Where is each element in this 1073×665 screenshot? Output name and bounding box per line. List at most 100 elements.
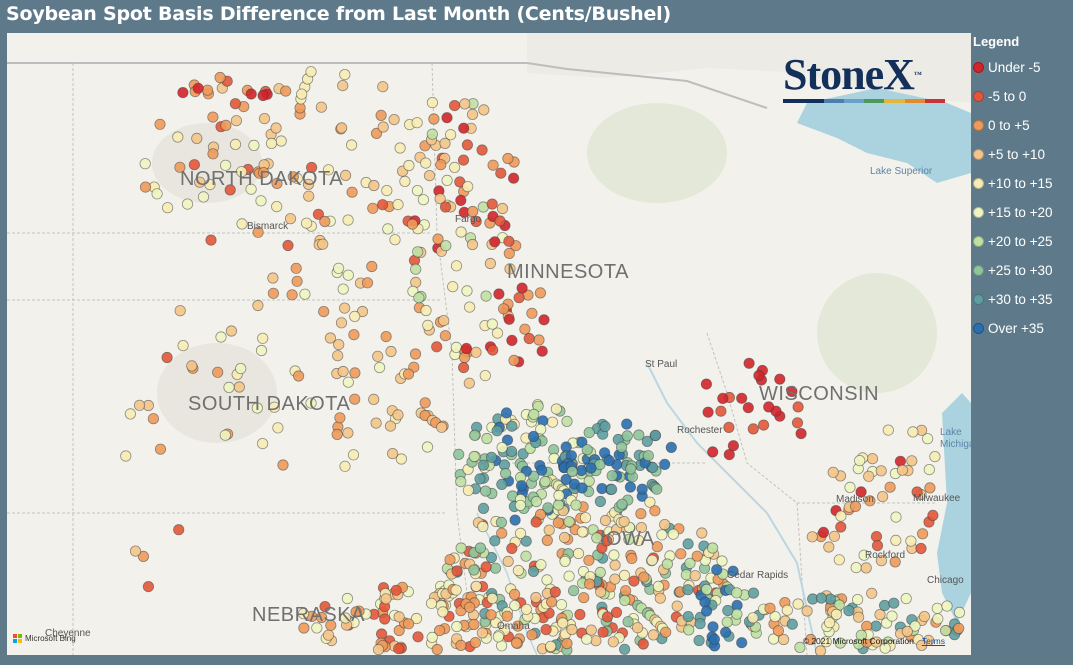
basis-point[interactable] (384, 420, 397, 432)
basis-point[interactable] (706, 542, 719, 554)
basis-point[interactable] (628, 575, 640, 587)
basis-point[interactable] (453, 448, 465, 460)
basis-point[interactable] (479, 369, 491, 382)
basis-point[interactable] (533, 334, 545, 346)
basis-point[interactable] (212, 366, 224, 378)
basis-point[interactable] (245, 183, 257, 195)
basis-point[interactable] (389, 234, 401, 246)
basis-point[interactable] (495, 167, 507, 179)
basis-point[interactable] (609, 559, 621, 571)
basis-point[interactable] (324, 332, 336, 344)
basis-point[interactable] (558, 531, 571, 544)
basis-point[interactable] (347, 449, 360, 461)
basis-point[interactable] (251, 402, 263, 414)
basis-point[interactable] (151, 188, 163, 200)
basis-point[interactable] (659, 458, 671, 470)
basis-point[interactable] (300, 217, 313, 229)
basis-point[interactable] (508, 588, 521, 601)
basis-point[interactable] (716, 555, 728, 567)
basis-point[interactable] (534, 287, 547, 299)
basis-point[interactable] (480, 290, 492, 302)
basis-point[interactable] (585, 624, 597, 636)
basis-point[interactable] (932, 613, 944, 625)
basis-point[interactable] (426, 97, 438, 109)
basis-point[interactable] (469, 636, 481, 649)
basis-point[interactable] (576, 482, 588, 494)
basis-point[interactable] (486, 592, 498, 605)
basis-point[interactable] (742, 402, 754, 414)
basis-point[interactable] (555, 598, 568, 611)
basis-point[interactable] (563, 516, 575, 528)
basis-point[interactable] (197, 191, 210, 203)
basis-point[interactable] (806, 531, 818, 543)
basis-point[interactable] (432, 233, 444, 245)
basis-point[interactable] (512, 620, 524, 632)
basis-point[interactable] (791, 417, 804, 429)
basis-point[interactable] (305, 397, 317, 409)
basis-point[interactable] (466, 108, 479, 121)
basis-point[interactable] (337, 365, 349, 378)
basis-point[interactable] (596, 482, 608, 495)
basis-point[interactable] (348, 329, 360, 341)
basis-point[interactable] (878, 599, 891, 612)
basis-point[interactable] (939, 624, 952, 637)
basis-point[interactable] (286, 289, 298, 301)
basis-point[interactable] (349, 367, 361, 379)
basis-point[interactable] (339, 68, 351, 81)
basis-point[interactable] (417, 194, 429, 206)
basis-point[interactable] (618, 643, 631, 655)
basis-point[interactable] (331, 428, 343, 440)
basis-point[interactable] (177, 86, 189, 99)
basis-point[interactable] (652, 580, 665, 593)
basis-point[interactable] (581, 444, 593, 456)
basis-point[interactable] (637, 638, 649, 650)
basis-point[interactable] (506, 420, 518, 432)
basis-point[interactable] (566, 623, 578, 636)
basis-point[interactable] (557, 617, 569, 629)
basis-point[interactable] (581, 633, 593, 645)
basis-point[interactable] (864, 495, 876, 507)
basis-point[interactable] (346, 186, 358, 198)
basis-point[interactable] (265, 137, 278, 150)
basis-point[interactable] (721, 616, 733, 628)
basis-point[interactable] (506, 334, 518, 346)
basis-point[interactable] (682, 538, 694, 550)
basis-point[interactable] (120, 450, 132, 462)
basis-point[interactable] (906, 455, 918, 467)
basis-point[interactable] (700, 378, 713, 390)
basis-point[interactable] (684, 557, 696, 569)
basis-point[interactable] (342, 269, 354, 281)
basis-point[interactable] (290, 262, 302, 274)
basis-point[interactable] (267, 287, 279, 299)
basis-point[interactable] (583, 578, 596, 590)
basis-point[interactable] (599, 420, 611, 433)
basis-point[interactable] (585, 462, 597, 474)
basis-point[interactable] (468, 450, 480, 463)
basis-point[interactable] (852, 611, 865, 623)
basis-point[interactable] (574, 608, 586, 621)
basis-point[interactable] (886, 610, 898, 622)
basis-point[interactable] (487, 159, 499, 171)
basis-point[interactable] (561, 637, 573, 650)
basis-point[interactable] (540, 623, 552, 636)
basis-point[interactable] (257, 89, 269, 102)
basis-point[interactable] (496, 202, 509, 215)
basis-point[interactable] (907, 426, 919, 438)
basis-point[interactable] (392, 199, 404, 211)
basis-point[interactable] (743, 357, 755, 369)
basis-point[interactable] (731, 587, 743, 599)
basis-point[interactable] (539, 475, 551, 488)
basis-point[interactable] (561, 415, 573, 427)
basis-point[interactable] (953, 606, 966, 619)
basis-point[interactable] (682, 584, 694, 596)
basis-point[interactable] (858, 549, 870, 561)
basis-point[interactable] (616, 498, 628, 510)
basis-point[interactable] (298, 622, 310, 634)
basis-point[interactable] (682, 610, 694, 623)
basis-point[interactable] (459, 98, 471, 110)
basis-point[interactable] (601, 611, 614, 623)
basis-point[interactable] (647, 629, 660, 641)
basis-point[interactable] (477, 502, 490, 514)
basis-point[interactable] (478, 104, 490, 116)
basis-point[interactable] (485, 451, 498, 463)
